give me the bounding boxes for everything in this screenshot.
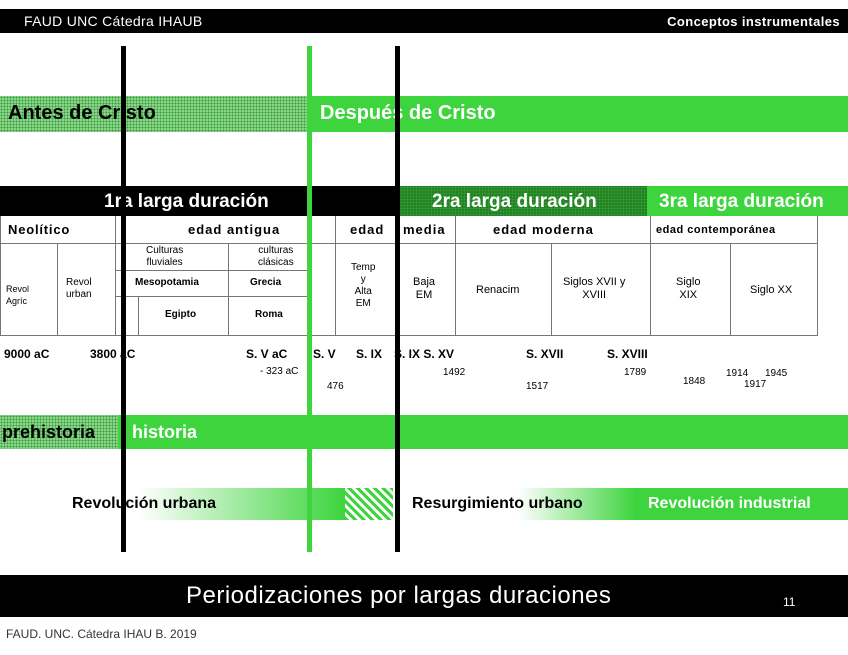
- revolucion-industrial-bar: [636, 488, 848, 520]
- age-media-b: media: [403, 222, 446, 237]
- duration-bar-3: [647, 186, 848, 216]
- header-left: FAUD UNC Cátedra IHAUB: [24, 13, 203, 29]
- cell-mesopotamia: Mesopotamia: [135, 277, 199, 288]
- duration-1-label: 1ra larga duración: [104, 191, 269, 212]
- era-bar-ad: [312, 96, 848, 132]
- cell-revol-urban: Revol urban: [66, 277, 92, 300]
- date-sxvii: S. XVII: [526, 347, 564, 361]
- cell-revol-agric: Revol Agríc: [6, 284, 30, 306]
- hatched-transition: [345, 488, 393, 520]
- cell-grecia: Grecia: [250, 277, 282, 288]
- prehistoria-label: prehistoria: [2, 422, 96, 442]
- age-media-a: edad: [350, 222, 385, 237]
- era-before-label: Antes de Cristo: [8, 102, 156, 124]
- date-sv-ac: S. V aC: [246, 347, 288, 361]
- footer-title: Periodizaciones por largas duraciones: [186, 582, 612, 609]
- cell-siglo-xix: Siglo XIX: [676, 276, 701, 301]
- date-1492: 1492: [443, 367, 466, 378]
- header-bar: FAUD UNC Cátedra IHAUB Conceptos instrum…: [0, 9, 848, 33]
- cell-temp-alta-em: Temp y Alta EM: [351, 262, 376, 309]
- age-antigua: edad antigua: [188, 222, 281, 237]
- cell-siglo-xx: Siglo XX: [750, 284, 793, 296]
- prehistoria-bar: [0, 415, 118, 449]
- cell-siglos-xvii-xviii: Siglos XVII y XVIII: [563, 276, 626, 301]
- date-9000: 9000 aC: [4, 347, 50, 361]
- timeline-line-3800: [121, 46, 126, 552]
- footer-bar: Periodizaciones por largas duraciones 11: [0, 575, 848, 617]
- date-1789: 1789: [624, 367, 647, 378]
- age-moderna: edad moderna: [493, 222, 594, 237]
- duration-bar-1: [0, 186, 400, 216]
- date-1848: 1848: [683, 376, 706, 387]
- era-bar-bc: [0, 96, 312, 132]
- date-3800: 3800 aC: [90, 347, 136, 361]
- date-1917: 1917: [744, 379, 767, 390]
- date-476: 476: [327, 381, 344, 392]
- age-contemporanea: edad contemporánea: [656, 224, 776, 236]
- cell-roma: Roma: [255, 309, 283, 320]
- date-six-sxv: S. IX S. XV: [394, 347, 455, 361]
- historia-bar: [118, 415, 848, 449]
- header-right: Conceptos instrumentales: [667, 14, 840, 29]
- page-number: 11: [783, 595, 796, 609]
- duration-bar-2: [400, 186, 647, 216]
- resurgimiento-label: Resurgimiento urbano: [412, 495, 583, 512]
- cell-baja-em: Baja EM: [413, 276, 436, 301]
- resurgimiento-bar: [400, 488, 636, 520]
- revolucion-urbana-label: Revolución urbana: [72, 495, 217, 512]
- age-neolitico: Neolítico: [8, 222, 71, 237]
- timeline-line-christ: [307, 46, 312, 552]
- date-sxviii: S. XVIII: [607, 347, 648, 361]
- revolucion-urbana-bar: [0, 488, 345, 520]
- date-1914: 1914: [726, 368, 749, 379]
- date-1517: 1517: [526, 381, 549, 392]
- timeline-line-six: [395, 46, 400, 552]
- era-after-label: Después de Cristo: [320, 102, 496, 124]
- date-323: - 323 aC: [260, 366, 299, 377]
- cell-renacim: Renacim: [476, 284, 520, 296]
- cell-egipto: Egipto: [165, 309, 197, 320]
- revolucion-industrial-label: Revolución industrial: [648, 495, 811, 512]
- date-1945: 1945: [765, 368, 788, 379]
- footer-credit: FAUD. UNC. Cátedra IHAU B. 2019: [6, 627, 197, 641]
- historia-label: historia: [132, 422, 198, 442]
- duration-2-label: 2ra larga duración: [432, 191, 597, 212]
- date-six: S. IX: [356, 347, 383, 361]
- duration-3-label: 3ra larga duración: [659, 191, 824, 212]
- date-sv: S. V: [313, 347, 336, 361]
- cell-culturas-fluviales: Culturas fluviales: [146, 245, 184, 268]
- cell-culturas-clasicas: culturas clásicas: [258, 245, 294, 268]
- periods-table: [0, 216, 818, 336]
